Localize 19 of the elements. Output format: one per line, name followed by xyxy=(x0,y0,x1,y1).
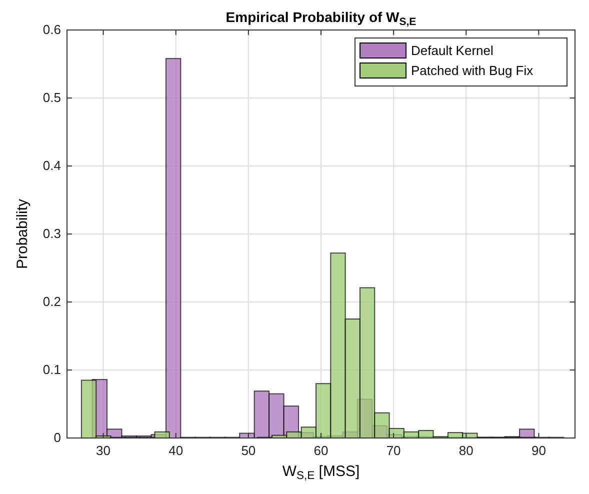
x-axis-title: W$_{S,E}$ [MSS] xyxy=(282,463,360,482)
x-tick-label: 40 xyxy=(168,443,184,458)
y-tick-label: 0.1 xyxy=(42,362,61,377)
x-tick-label: 30 xyxy=(96,443,111,458)
y-tick-label: 0.6 xyxy=(42,22,61,37)
x-tick-label: 70 xyxy=(386,443,401,458)
legend-label: Patched with Bug Fix xyxy=(411,63,534,78)
x-tick-label: 90 xyxy=(531,443,546,458)
y-tick-label: 0 xyxy=(54,430,61,445)
y-axis-title: Probability xyxy=(14,198,31,270)
legend-label: Default Kernel xyxy=(411,43,494,58)
x-tick-label: 60 xyxy=(314,443,328,458)
y-tick-label: 0.5 xyxy=(42,90,61,105)
y-tick-label: 0.4 xyxy=(42,158,61,173)
x-tick-label: 50 xyxy=(241,443,256,458)
y-tick-label: 0.2 xyxy=(42,294,61,309)
x-tick-label: 80 xyxy=(458,443,474,458)
chart-title: Empirical Probability of W$_{S,E}$ xyxy=(226,9,416,28)
y-tick-label: 0.3 xyxy=(42,226,61,241)
